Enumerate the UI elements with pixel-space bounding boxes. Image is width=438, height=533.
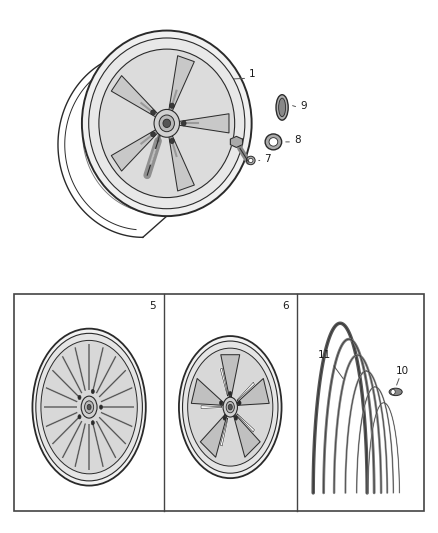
Ellipse shape	[223, 416, 226, 420]
Ellipse shape	[187, 348, 273, 466]
Polygon shape	[237, 378, 269, 405]
Ellipse shape	[78, 395, 81, 400]
Ellipse shape	[265, 134, 282, 150]
Ellipse shape	[234, 416, 237, 420]
Polygon shape	[221, 355, 240, 397]
Ellipse shape	[78, 415, 81, 419]
Polygon shape	[220, 368, 228, 396]
Polygon shape	[220, 418, 228, 446]
Polygon shape	[201, 406, 222, 408]
Ellipse shape	[36, 333, 142, 481]
Ellipse shape	[279, 98, 286, 117]
Text: 7: 7	[265, 154, 271, 164]
Ellipse shape	[99, 49, 235, 198]
Polygon shape	[234, 415, 260, 457]
Polygon shape	[200, 415, 226, 457]
Ellipse shape	[181, 121, 186, 126]
Polygon shape	[169, 56, 194, 112]
Ellipse shape	[219, 401, 223, 405]
Ellipse shape	[170, 103, 174, 108]
Text: 6: 6	[283, 301, 289, 311]
Ellipse shape	[183, 341, 278, 473]
Ellipse shape	[88, 38, 245, 209]
Text: 3: 3	[135, 172, 142, 182]
Ellipse shape	[91, 421, 94, 425]
Ellipse shape	[154, 109, 180, 138]
Ellipse shape	[91, 389, 94, 393]
Polygon shape	[111, 130, 158, 171]
Text: 10: 10	[396, 366, 409, 376]
Ellipse shape	[228, 404, 232, 410]
Ellipse shape	[247, 156, 255, 165]
Polygon shape	[111, 76, 158, 117]
Ellipse shape	[99, 405, 102, 409]
Ellipse shape	[170, 139, 174, 143]
Ellipse shape	[223, 397, 237, 417]
Text: 9: 9	[300, 101, 307, 111]
Text: 2: 2	[237, 119, 243, 130]
Ellipse shape	[179, 336, 282, 478]
Text: 4: 4	[152, 141, 159, 151]
Ellipse shape	[151, 110, 155, 115]
Polygon shape	[169, 135, 194, 191]
Polygon shape	[179, 114, 229, 133]
Ellipse shape	[32, 329, 146, 486]
Text: 8: 8	[294, 135, 300, 146]
Text: 11: 11	[318, 350, 331, 360]
Polygon shape	[237, 414, 254, 432]
Ellipse shape	[41, 341, 137, 474]
Polygon shape	[191, 378, 223, 405]
Ellipse shape	[389, 388, 402, 395]
Ellipse shape	[85, 401, 94, 414]
Text: 5: 5	[150, 301, 156, 311]
Ellipse shape	[163, 119, 170, 127]
Polygon shape	[230, 136, 243, 148]
Ellipse shape	[151, 132, 155, 137]
Ellipse shape	[81, 396, 97, 418]
Ellipse shape	[82, 30, 252, 216]
Ellipse shape	[159, 115, 174, 132]
Polygon shape	[237, 382, 254, 401]
Ellipse shape	[249, 158, 253, 163]
Ellipse shape	[391, 389, 395, 394]
Bar	[14, 294, 424, 512]
Ellipse shape	[269, 138, 278, 146]
Ellipse shape	[87, 405, 91, 410]
Ellipse shape	[276, 95, 288, 120]
Ellipse shape	[238, 401, 241, 405]
Ellipse shape	[229, 391, 232, 395]
Ellipse shape	[226, 401, 234, 413]
Text: 1: 1	[248, 69, 255, 79]
